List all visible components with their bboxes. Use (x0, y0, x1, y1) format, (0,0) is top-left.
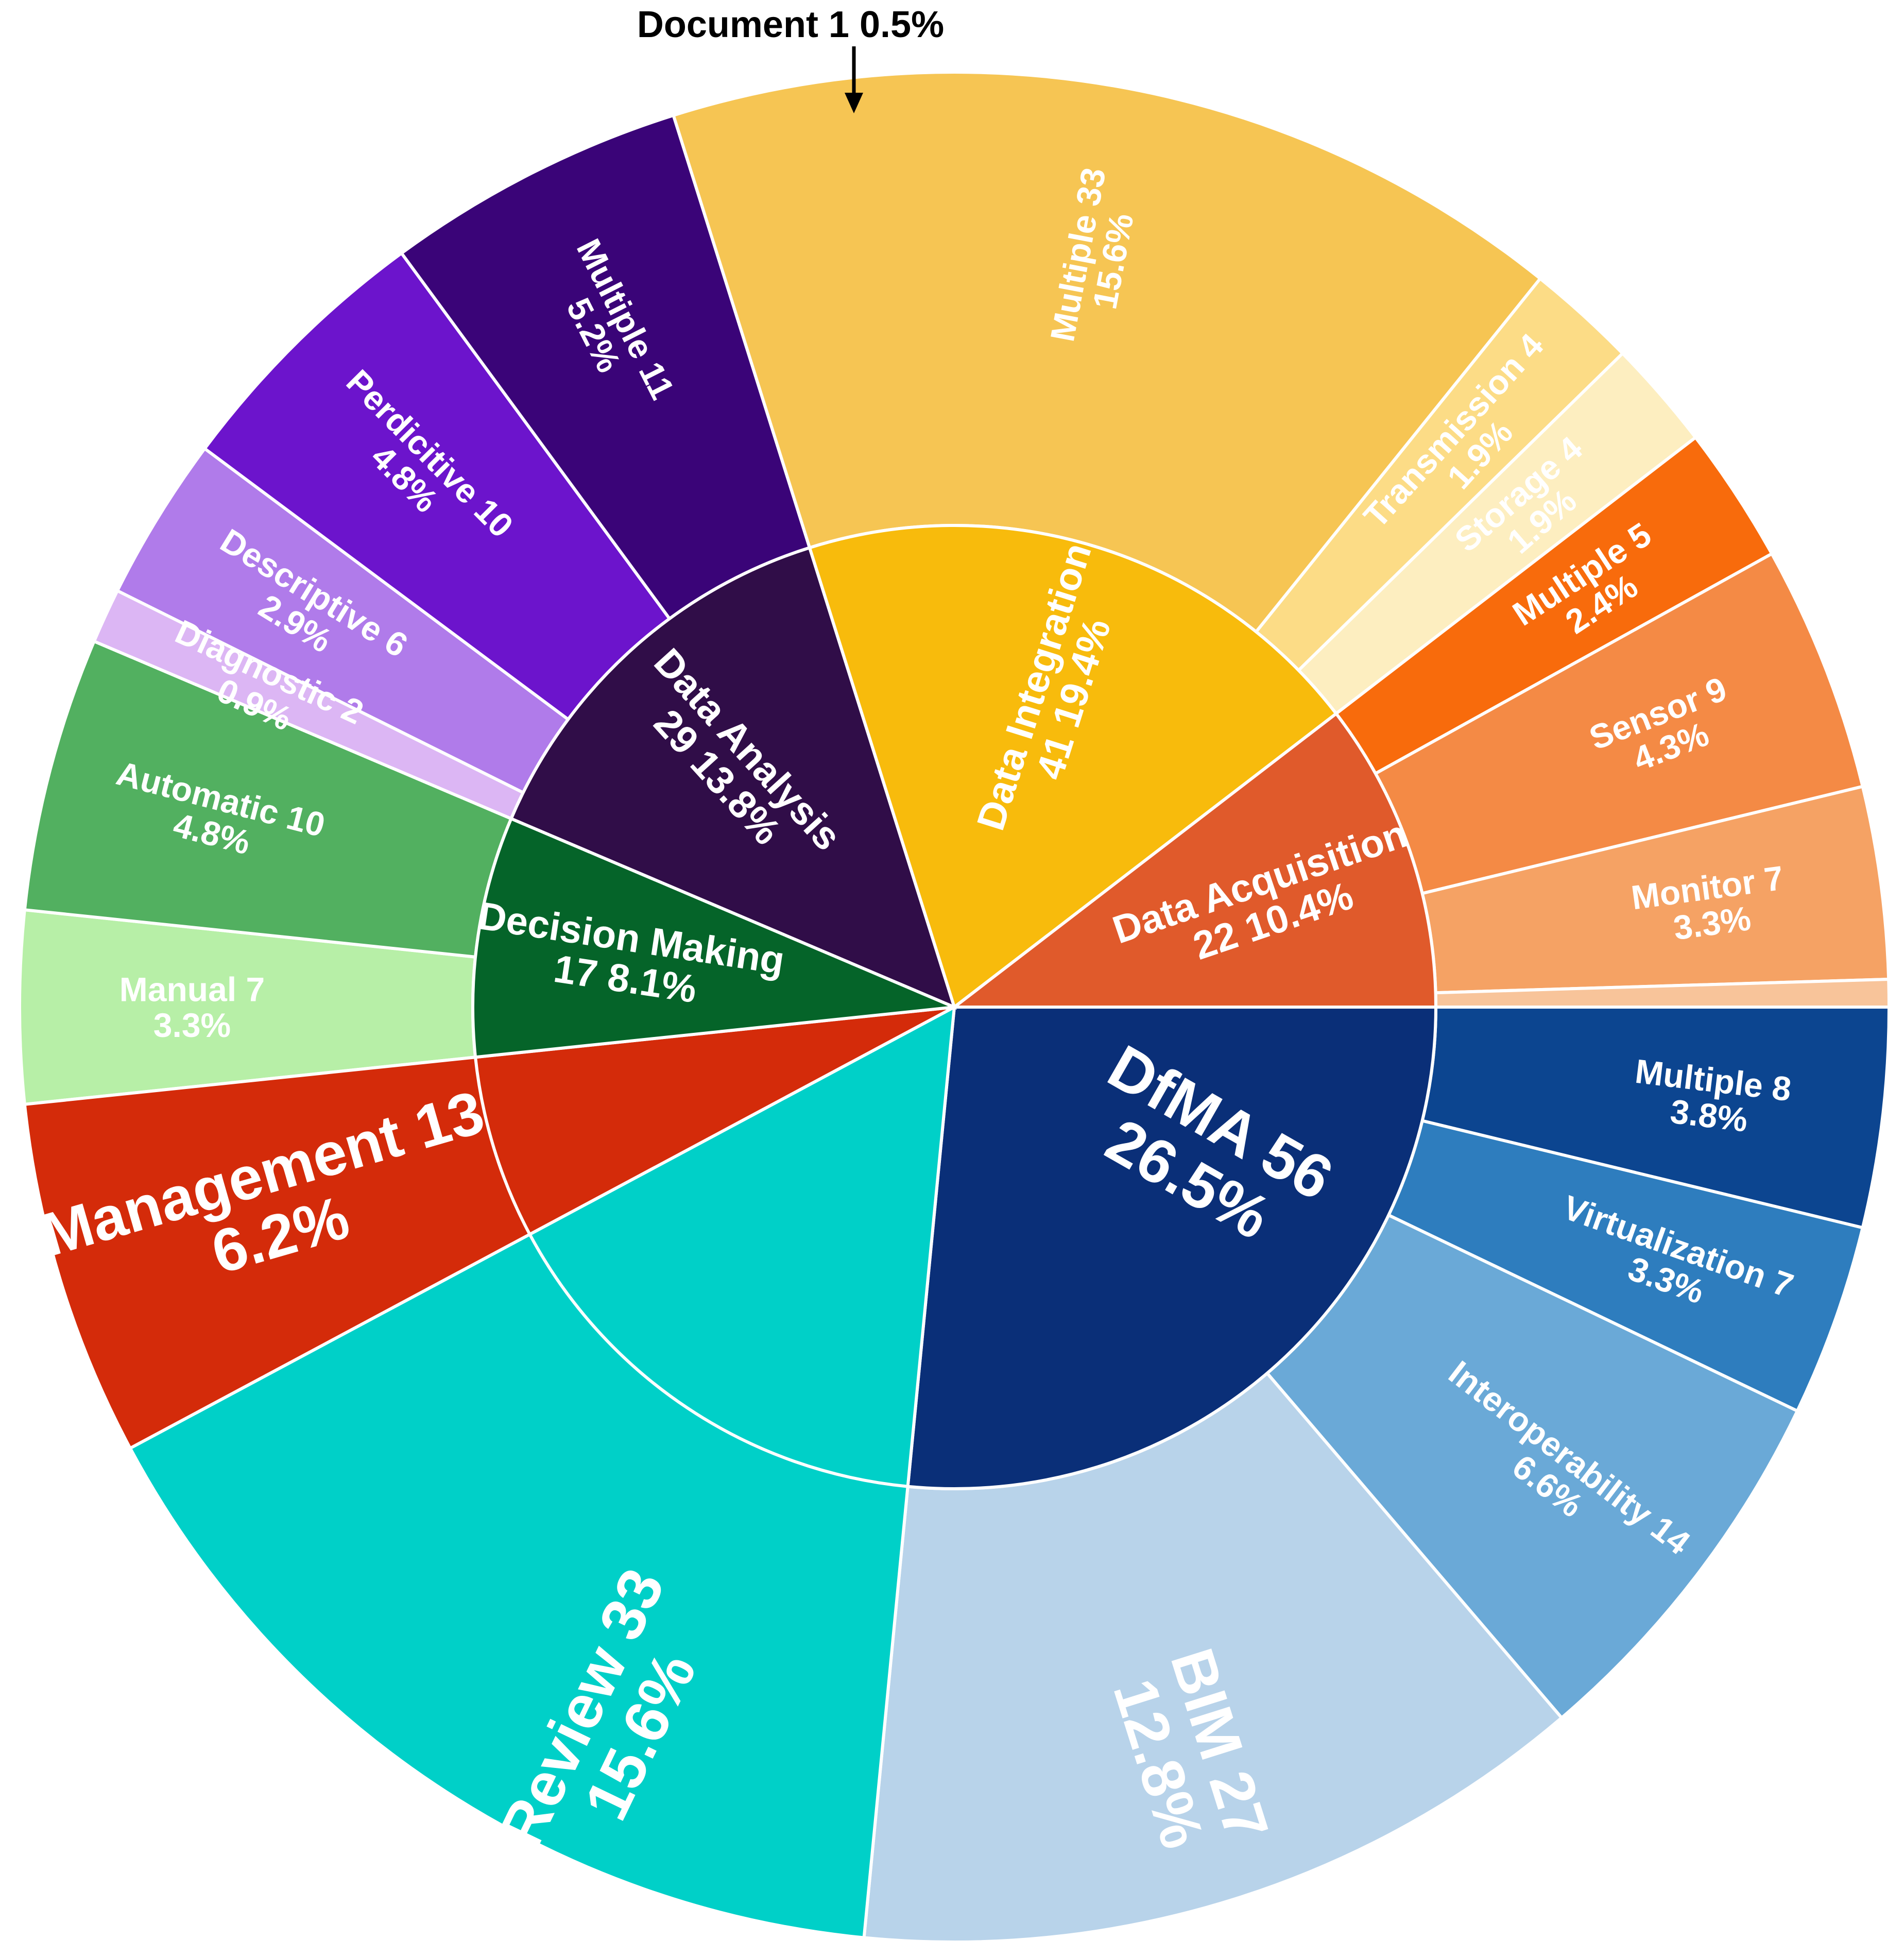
inner-segment-management (473, 1006, 955, 1237)
inner-segment-dfma (906, 1006, 1438, 1490)
label-decision-making-manual: Manual 7 3.3% (119, 970, 265, 1044)
callout-label: Document 1 0.5% (637, 4, 944, 45)
inner-segment-data-acquisition (950, 711, 1438, 1009)
inner-segment-review (527, 1004, 956, 1488)
inner-ring (471, 524, 1438, 1490)
inner-segment-data-analysis (509, 546, 957, 1010)
outer-ring (18, 71, 1891, 1944)
inner-segment-data-integration (808, 524, 1339, 1010)
inner-segment-decision-making (471, 816, 960, 1059)
document-callout: Document 1 0.5% (637, 4, 944, 113)
callout-arrow-head (845, 93, 863, 113)
